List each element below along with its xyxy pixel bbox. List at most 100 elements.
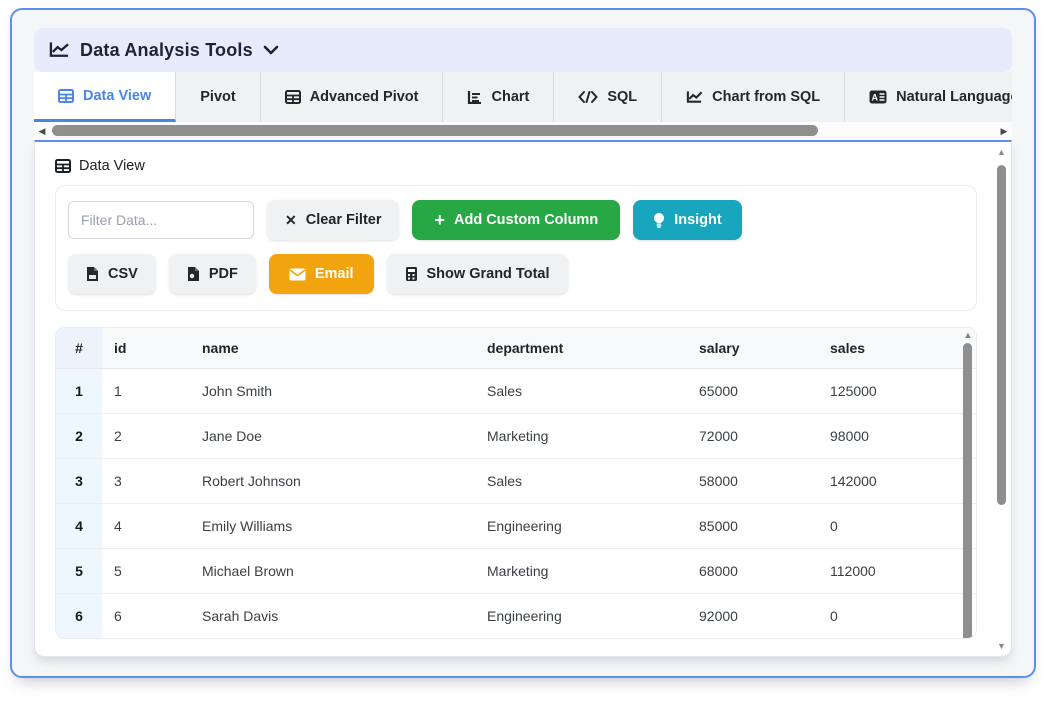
- csv-label: CSV: [108, 266, 138, 282]
- insight-label: Insight: [674, 212, 722, 228]
- name-cell: Emily Williams: [190, 504, 475, 549]
- column-header-department[interactable]: department: [475, 328, 687, 369]
- csv-button[interactable]: CSV: [68, 254, 156, 294]
- filter-input[interactable]: [68, 201, 254, 239]
- tab-pivot[interactable]: Pivot: [176, 72, 260, 122]
- hscroll-thumb[interactable]: [52, 125, 818, 136]
- row-number-cell: 1: [56, 369, 102, 414]
- add-custom-column-label: Add Custom Column: [454, 212, 598, 228]
- scroll-right-arrow-icon[interactable]: ▶: [996, 122, 1012, 140]
- name-cell: Robert Johnson: [190, 459, 475, 504]
- table-row[interactable]: 6 6 Sarah Davis Engineering 92000 0: [56, 594, 976, 639]
- export-row: CSV PDF Email: [68, 254, 964, 294]
- language-icon: A: [869, 90, 887, 104]
- table-vscroll-track[interactable]: [962, 341, 974, 638]
- row-number-cell: 4: [56, 504, 102, 549]
- salary-cell: 85000: [687, 504, 818, 549]
- sales-cell: 125000: [818, 369, 976, 414]
- salary-cell: 92000: [687, 594, 818, 639]
- salary-cell: 72000: [687, 414, 818, 459]
- data-table-container: # id name department salary sales 1 1 Jo…: [55, 327, 977, 639]
- tab-natural-language-sql[interactable]: A Natural Language SQL: [845, 72, 1012, 122]
- data-analysis-card: Data Analysis Tools Data View Pivot Adva…: [10, 8, 1036, 678]
- table-icon: [58, 89, 74, 103]
- panel-vscroll-thumb[interactable]: [997, 165, 1006, 505]
- department-cell: Marketing: [475, 414, 687, 459]
- insight-button[interactable]: Insight: [633, 200, 742, 240]
- column-header-sales[interactable]: sales: [818, 328, 976, 369]
- sales-cell: 0: [818, 504, 976, 549]
- sales-cell: 98000: [818, 414, 976, 459]
- tab-bar: Data View Pivot Advanced Pivot Chart SQL: [34, 72, 1012, 122]
- salary-cell: 58000: [687, 459, 818, 504]
- row-number-cell: 5: [56, 549, 102, 594]
- bar-chart-icon: [467, 90, 482, 104]
- column-header-salary[interactable]: salary: [687, 328, 818, 369]
- id-cell: 4: [102, 504, 190, 549]
- close-icon: ✕: [285, 212, 297, 229]
- email-button[interactable]: Email: [269, 254, 374, 294]
- tab-chart-from-sql[interactable]: Chart from SQL: [662, 72, 845, 122]
- show-grand-total-label: Show Grand Total: [427, 266, 550, 282]
- pdf-button[interactable]: PDF: [169, 254, 256, 294]
- table-vscroll-thumb[interactable]: [963, 343, 972, 638]
- table-row[interactable]: 4 4 Emily Williams Engineering 85000 0: [56, 504, 976, 549]
- email-label: Email: [315, 266, 354, 282]
- hscroll-track[interactable]: [50, 122, 996, 140]
- column-header-id[interactable]: id: [102, 328, 190, 369]
- row-number-cell: 6: [56, 594, 102, 639]
- tab-sql[interactable]: SQL: [554, 72, 662, 122]
- chevron-down-icon[interactable]: [263, 45, 279, 55]
- id-cell: 3: [102, 459, 190, 504]
- table-icon: [285, 90, 301, 104]
- calculator-icon: [405, 266, 418, 282]
- svg-text:A: A: [872, 93, 879, 103]
- page-title: Data Analysis Tools: [80, 40, 253, 61]
- table-row[interactable]: 2 2 Jane Doe Marketing 72000 98000: [56, 414, 976, 459]
- envelope-icon: [289, 268, 306, 281]
- title-bar: Data Analysis Tools: [34, 28, 1012, 72]
- tab-advanced-pivot[interactable]: Advanced Pivot: [261, 72, 444, 122]
- tab-data-view[interactable]: Data View: [34, 72, 176, 122]
- show-grand-total-button[interactable]: Show Grand Total: [387, 254, 568, 294]
- panel-vertical-scrollbar[interactable]: ▲ ▼: [995, 147, 1008, 651]
- scroll-up-arrow-icon[interactable]: ▲: [964, 330, 973, 341]
- row-number-cell: 2: [56, 414, 102, 459]
- panel-vscroll-track[interactable]: [995, 157, 1008, 641]
- table-icon: [55, 159, 71, 173]
- clear-filter-button[interactable]: ✕ Clear Filter: [267, 200, 399, 240]
- tab-chart[interactable]: Chart: [443, 72, 554, 122]
- salary-cell: 65000: [687, 369, 818, 414]
- scroll-left-arrow-icon[interactable]: ◀: [34, 122, 50, 140]
- scroll-down-arrow-icon[interactable]: ▼: [997, 641, 1006, 651]
- tab-label: Natural Language SQL: [896, 89, 1012, 105]
- sales-cell: 0: [818, 594, 976, 639]
- tab-label: Chart from SQL: [712, 89, 820, 105]
- id-cell: 1: [102, 369, 190, 414]
- column-header-index[interactable]: #: [56, 328, 102, 369]
- name-cell: Jane Doe: [190, 414, 475, 459]
- department-cell: Engineering: [475, 504, 687, 549]
- table-row[interactable]: 1 1 John Smith Sales 65000 125000: [56, 369, 976, 414]
- tab-label: Chart: [491, 89, 529, 105]
- file-csv-icon: [86, 266, 99, 282]
- clear-filter-label: Clear Filter: [306, 212, 382, 228]
- sales-cell: 142000: [818, 459, 976, 504]
- tab-label: Advanced Pivot: [310, 89, 419, 105]
- salary-cell: 68000: [687, 549, 818, 594]
- department-cell: Sales: [475, 369, 687, 414]
- table-row[interactable]: 5 5 Michael Brown Marketing 68000 112000: [56, 549, 976, 594]
- name-cell: Michael Brown: [190, 549, 475, 594]
- add-custom-column-button[interactable]: + Add Custom Column: [412, 200, 620, 240]
- tabs-horizontal-scrollbar[interactable]: ◀ ▶: [34, 122, 1012, 140]
- department-cell: Engineering: [475, 594, 687, 639]
- code-icon: [578, 91, 598, 103]
- table-vertical-scrollbar[interactable]: ▲: [962, 330, 974, 638]
- scroll-up-arrow-icon[interactable]: ▲: [997, 147, 1006, 157]
- column-header-name[interactable]: name: [190, 328, 475, 369]
- toolbar: ✕ Clear Filter + Add Custom Column Insig…: [55, 185, 977, 311]
- table-row[interactable]: 3 3 Robert Johnson Sales 58000 142000: [56, 459, 976, 504]
- id-cell: 2: [102, 414, 190, 459]
- tab-label: SQL: [607, 89, 637, 105]
- id-cell: 6: [102, 594, 190, 639]
